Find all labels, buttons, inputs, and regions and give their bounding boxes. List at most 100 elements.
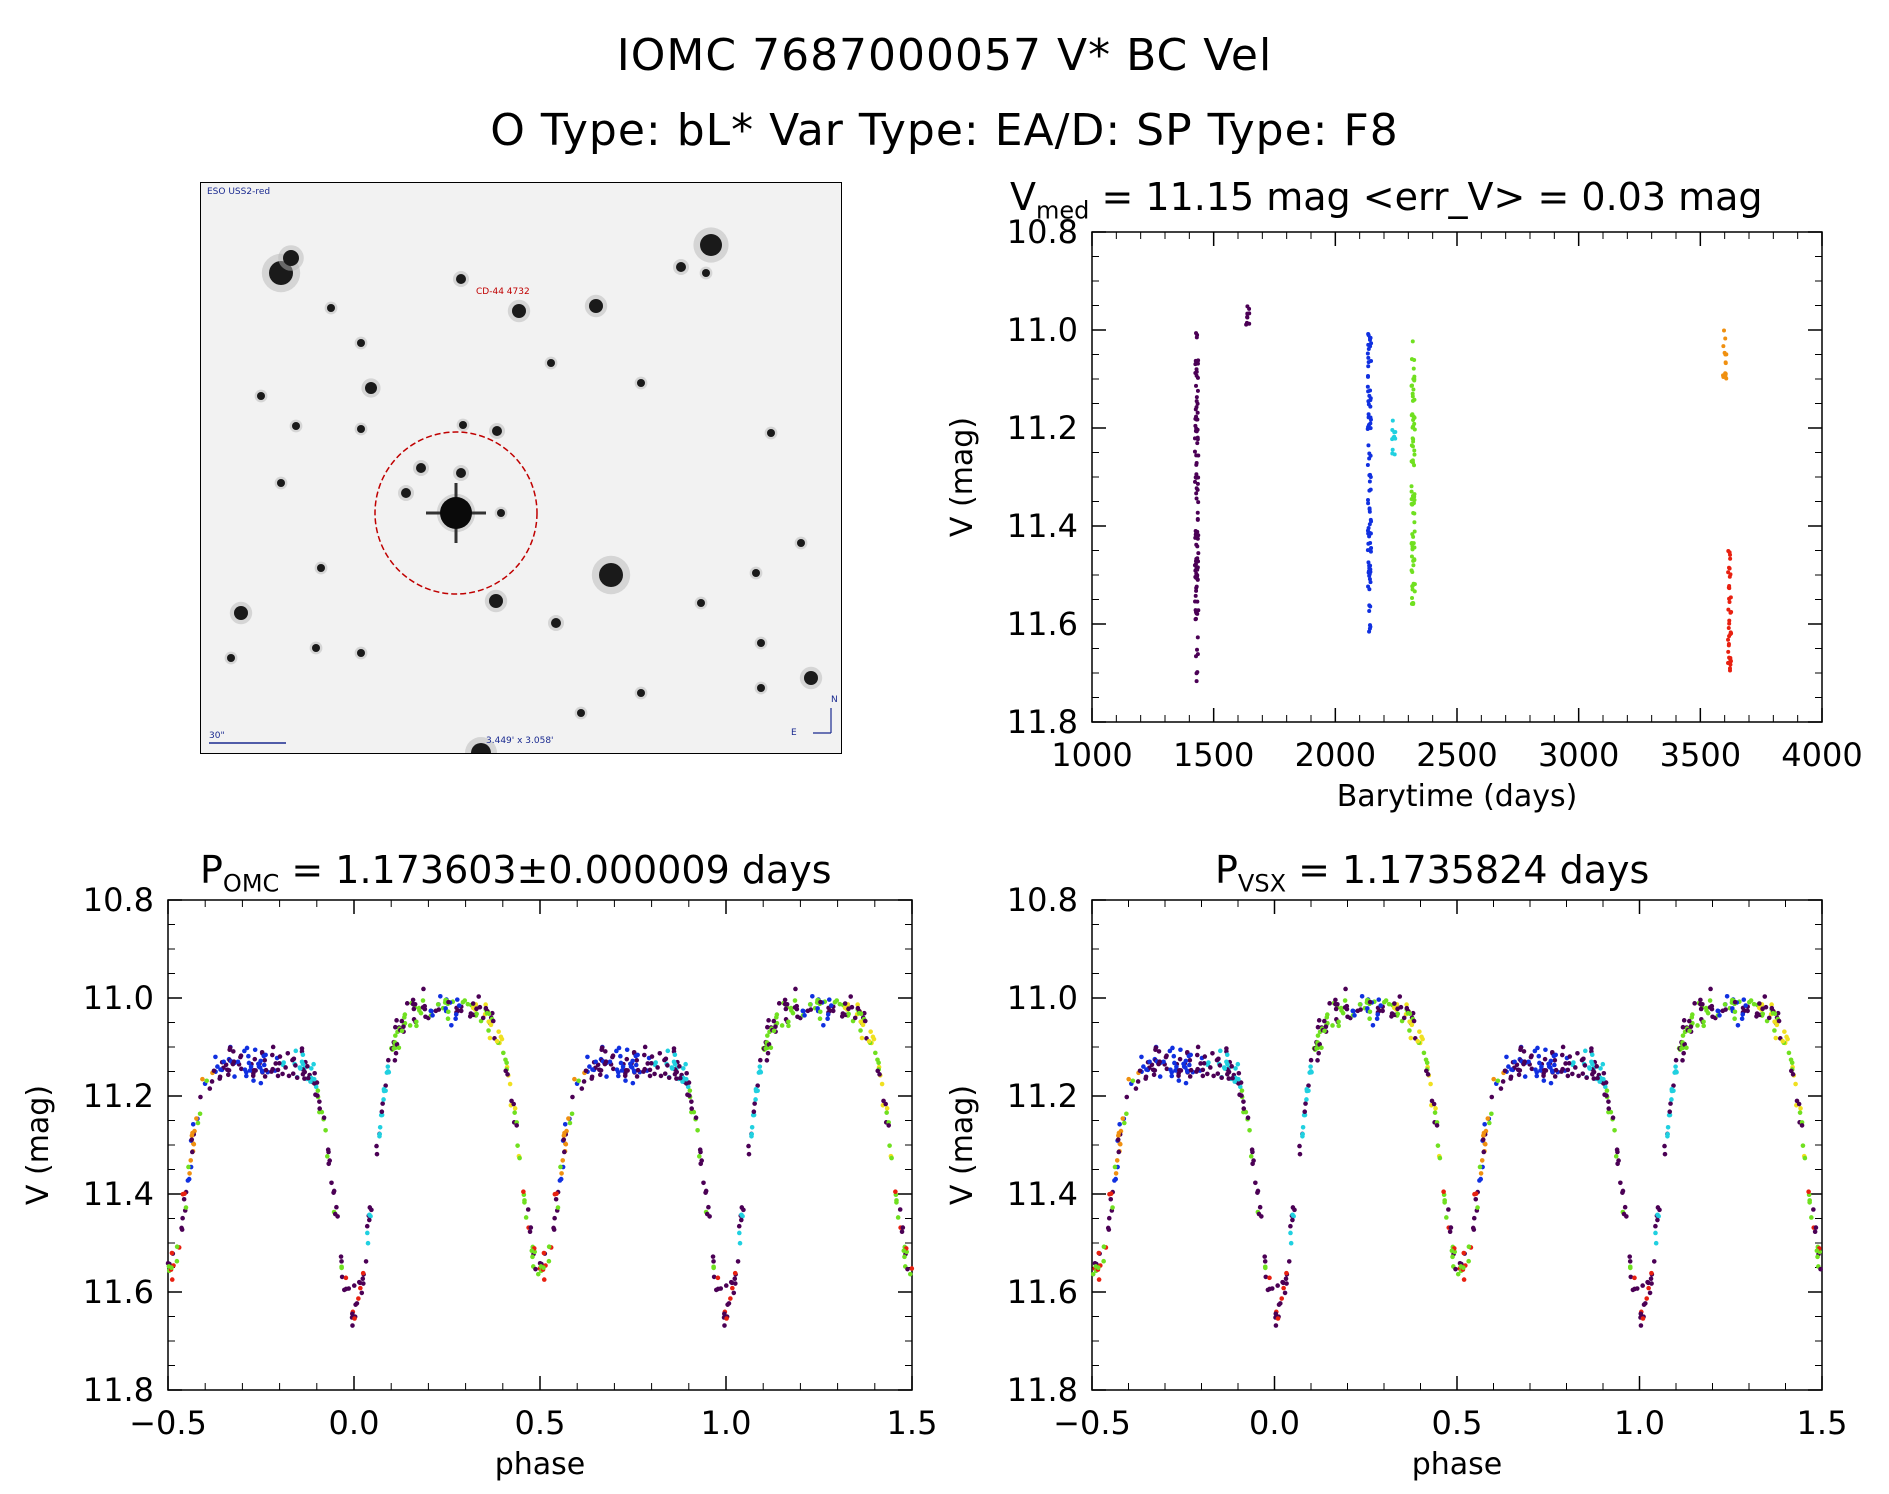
- lightcurve-point: [1392, 452, 1397, 457]
- phase_omc-point: [488, 1022, 494, 1028]
- lightcurve-point: [1196, 453, 1201, 458]
- phase_omc-point: [558, 1164, 563, 1170]
- phase_omc-point: [807, 1002, 813, 1007]
- lightcurve-point: [1195, 574, 1200, 579]
- phase_omc-point: [722, 1323, 727, 1328]
- phase_omc-point: [350, 1311, 355, 1317]
- phase_omc-point: [541, 1265, 546, 1270]
- lightcurve-point: [1409, 554, 1414, 559]
- phase_omc-point: [169, 1265, 174, 1270]
- phase_omc-point: [404, 1001, 410, 1006]
- phase_vsx-point: [1419, 1034, 1424, 1040]
- sky-star: [752, 569, 760, 577]
- phase_omc-point: [386, 1057, 391, 1063]
- lightcurve-point: [1365, 374, 1370, 379]
- lightcurve-point: [1193, 593, 1198, 598]
- lightcurve-point: [1412, 378, 1417, 383]
- phase_vsx-point: [1760, 1011, 1766, 1017]
- lightcurve-point: [1367, 608, 1372, 613]
- phase_vsx-point: [1333, 997, 1338, 1003]
- phase_vsx-point: [1122, 1120, 1127, 1126]
- phase_vsx-point: [1170, 1045, 1175, 1051]
- lightcurve-point: [1194, 395, 1199, 400]
- lightcurve-point: [1368, 398, 1373, 403]
- phase_vsx-point: [1763, 1004, 1769, 1010]
- phase_omc-point: [618, 1053, 623, 1059]
- phase_vsx-point: [1398, 1004, 1404, 1010]
- phase_omc-point: [327, 1158, 333, 1163]
- phase_omc-point: [262, 1074, 268, 1079]
- sky-star: [416, 463, 426, 473]
- phase_omc-point: [281, 1060, 286, 1065]
- lightcurve-point: [1366, 415, 1371, 420]
- sky-star: [459, 421, 467, 429]
- phase_omc-point: [505, 1072, 510, 1077]
- phase_omc-point: [291, 1056, 297, 1062]
- phase_vsx-xtick-label: 1.5: [1797, 1404, 1848, 1442]
- phase_omc-point: [572, 1076, 577, 1082]
- lightcurve-point: [1721, 375, 1726, 380]
- phase_omc-point: [677, 1064, 682, 1069]
- phase_vsx-point: [1446, 1207, 1451, 1212]
- phase_omc-point: [191, 1141, 197, 1147]
- phase_vsx-point: [1796, 1101, 1802, 1107]
- phase_vsx-point: [1797, 1110, 1803, 1115]
- phase_omc-point: [305, 1064, 310, 1069]
- phase_omc-point: [788, 1005, 794, 1011]
- phase_vsx-point: [1101, 1258, 1106, 1264]
- lightcurve-point: [1368, 335, 1373, 340]
- phase_vsx-point: [1814, 1248, 1820, 1254]
- phase_vsx-point: [1386, 1001, 1392, 1007]
- lightcurve-point: [1245, 315, 1250, 320]
- phase_omc-point: [732, 1270, 738, 1276]
- phase_omc-point: [332, 1211, 338, 1217]
- phase_vsx-point: [1665, 1124, 1671, 1130]
- phase_omc-xlabel: phase: [495, 1447, 586, 1482]
- phase_omc-point: [642, 1044, 648, 1050]
- phase_vsx-point: [1600, 1061, 1606, 1067]
- phase_vsx-point: [1151, 1072, 1157, 1078]
- lightcurve-point: [1366, 584, 1371, 589]
- lightcurve-xtick-label: 3500: [1660, 736, 1741, 774]
- phase_omc-point: [541, 1250, 547, 1256]
- phase_vsx-point: [1290, 1217, 1295, 1223]
- phase_vsx-point: [1367, 1016, 1372, 1022]
- lightcurve-point: [1727, 566, 1732, 571]
- phase_vsx-xtick-label: 0.0: [1249, 1404, 1300, 1442]
- phase_omc-point: [723, 1283, 729, 1288]
- phase_vsx-point: [1415, 1038, 1421, 1044]
- lightcurve-point: [1723, 336, 1728, 341]
- phase_omc-point: [771, 1018, 777, 1024]
- phase_omc-point: [826, 997, 832, 1002]
- phase_vsx-point: [1809, 1215, 1814, 1220]
- phase_omc-point: [758, 1057, 763, 1063]
- phase_omc-point: [786, 1019, 791, 1025]
- lightcurve-point: [1194, 610, 1199, 615]
- phase_vsx-point: [1466, 1244, 1472, 1250]
- phase_vsx-point: [1811, 1207, 1816, 1212]
- phase_omc-point: [297, 1066, 303, 1071]
- phase_vsx-point: [1473, 1196, 1479, 1202]
- phase_omc-point: [315, 1093, 320, 1098]
- phase_vsx-point: [1653, 1240, 1659, 1246]
- phase_vsx-point: [1284, 1270, 1289, 1276]
- phase_vsx-point: [1230, 1075, 1235, 1081]
- phase_vsx-point: [1481, 1149, 1487, 1155]
- phase_vsx-point: [1662, 1151, 1668, 1157]
- lightcurve-point: [1194, 331, 1199, 336]
- phase_omc-point: [883, 1101, 888, 1107]
- phase_omc-point: [379, 1109, 385, 1115]
- phase_omc-point: [751, 1109, 757, 1115]
- phase_vsx-point: [1250, 1149, 1255, 1155]
- phase_vsx-point: [1615, 1149, 1620, 1155]
- phase_omc-point: [517, 1155, 522, 1161]
- phase_omc-point: [402, 1012, 408, 1017]
- phase_vsx-point: [1101, 1244, 1107, 1250]
- phase_vsx-point: [1575, 1050, 1580, 1056]
- lightcurve-point: [1193, 475, 1198, 480]
- lightcurve-xtick-label: 4000: [1781, 736, 1862, 774]
- phase_vsx-point: [1800, 1143, 1806, 1148]
- phase_omc-point: [766, 1018, 771, 1023]
- phase_omc-point: [393, 1033, 398, 1038]
- lightcurve-point: [1727, 596, 1732, 601]
